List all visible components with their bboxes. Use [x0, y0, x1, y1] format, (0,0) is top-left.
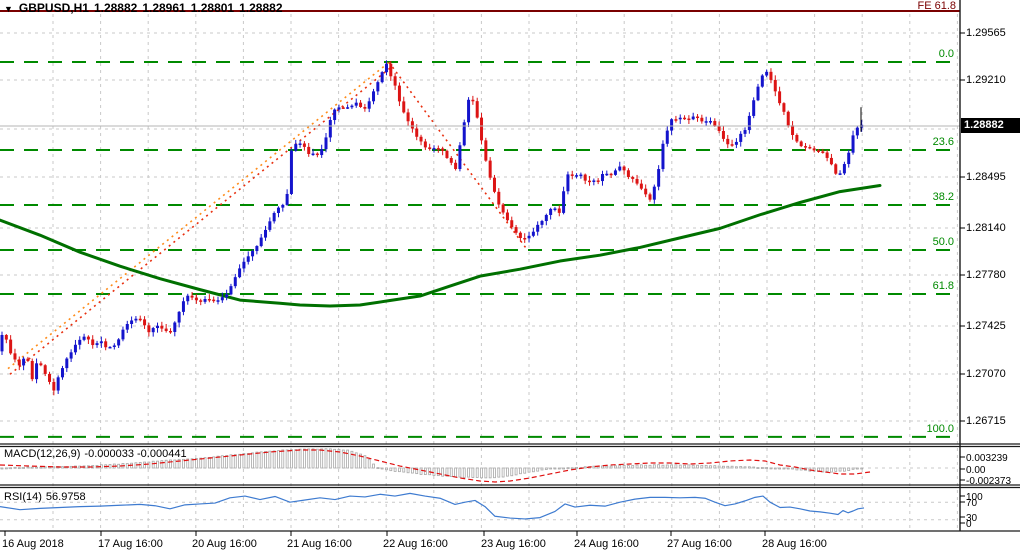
fib-trendline: [7, 61, 390, 370]
macd-name: MACD(12,26,9): [4, 448, 81, 460]
price-axis-label: 1.28140: [966, 222, 1006, 234]
time-axis-label: 16 Aug 2018: [2, 538, 64, 550]
rsi-line: [0, 492, 865, 520]
price-axis-label: 1.27425: [966, 320, 1006, 332]
macd-axis-label: -0.002373: [966, 476, 1012, 487]
rsi-axis-label: 30: [966, 513, 978, 524]
rsi-indicator-label: RSI(14) 56.9758: [4, 491, 90, 503]
ohlc-high: 1.28961: [142, 1, 186, 15]
fib-level-label: 23.6: [932, 135, 954, 148]
price-axis-label: 1.28495: [966, 171, 1006, 183]
macd-values: -0.000033 -0.000441: [84, 448, 187, 460]
fib-level-label: 50.0: [932, 236, 954, 248]
macd-axis-label: 0.00: [966, 465, 986, 476]
ohlc-open: 1.28882: [93, 1, 138, 15]
rsi-axis-label: 100: [966, 492, 983, 503]
fib-level-label: 38.2: [932, 190, 954, 203]
price-axis-label: 1.27070: [966, 368, 1006, 380]
price-axis-label: 1.29565: [966, 27, 1006, 39]
current-price-tag: 1.28882: [961, 118, 1020, 133]
rsi-name: RSI(14): [4, 491, 42, 503]
current-price-value: 1.28882: [964, 119, 1004, 131]
time-axis-label: 28 Aug 16:00: [762, 538, 827, 550]
time-axis-label: 24 Aug 16:00: [574, 538, 639, 550]
time-axis-label: 21 Aug 16:00: [287, 538, 352, 550]
ohlc-close: 1.28882: [239, 1, 283, 15]
time-axis-label: 23 Aug 16:00: [481, 538, 546, 550]
symbol-dropdown-icon[interactable]: ▼: [4, 4, 13, 14]
fib-trendline: [388, 61, 527, 249]
fib-level-label: 100.0: [926, 422, 954, 435]
time-axis-label: 22 Aug 16:00: [383, 538, 448, 550]
rsi-axis-label: 0: [966, 519, 972, 530]
chart-symbol-period: GBPUSD,H1: [18, 1, 89, 15]
rsi-value: 56.9758: [45, 491, 86, 503]
chart-title: ▼ GBPUSD,H1 1.28882 1.28961 1.28801 1.28882: [4, 1, 288, 15]
price-axis-label: 1.27780: [966, 269, 1006, 281]
moving-average-line: [0, 183, 882, 308]
time-axis-label: 27 Aug 16:00: [667, 538, 732, 550]
fib-expansion-label: FE 61.8: [917, 0, 956, 12]
macd-axis-label: 0.003239: [966, 453, 1008, 464]
candles-layer: [0, 60, 864, 396]
macd-indicator-label: MACD(12,26,9) -0.000033 -0.000441: [4, 448, 191, 460]
time-axis-label: 17 Aug 16:00: [98, 538, 163, 550]
ohlc-low: 1.28801: [190, 1, 235, 15]
fib-level-label: 0.0: [938, 47, 954, 60]
macd-signal-line: [0, 449, 871, 483]
price-axis-label: 1.29210: [966, 74, 1006, 86]
time-axis-label: 20 Aug 16:00: [192, 538, 257, 550]
price-axis-label: 1.26715: [966, 415, 1006, 427]
fib-level-label: 61.8: [932, 279, 954, 292]
rsi-axis-label: 70: [966, 498, 978, 509]
